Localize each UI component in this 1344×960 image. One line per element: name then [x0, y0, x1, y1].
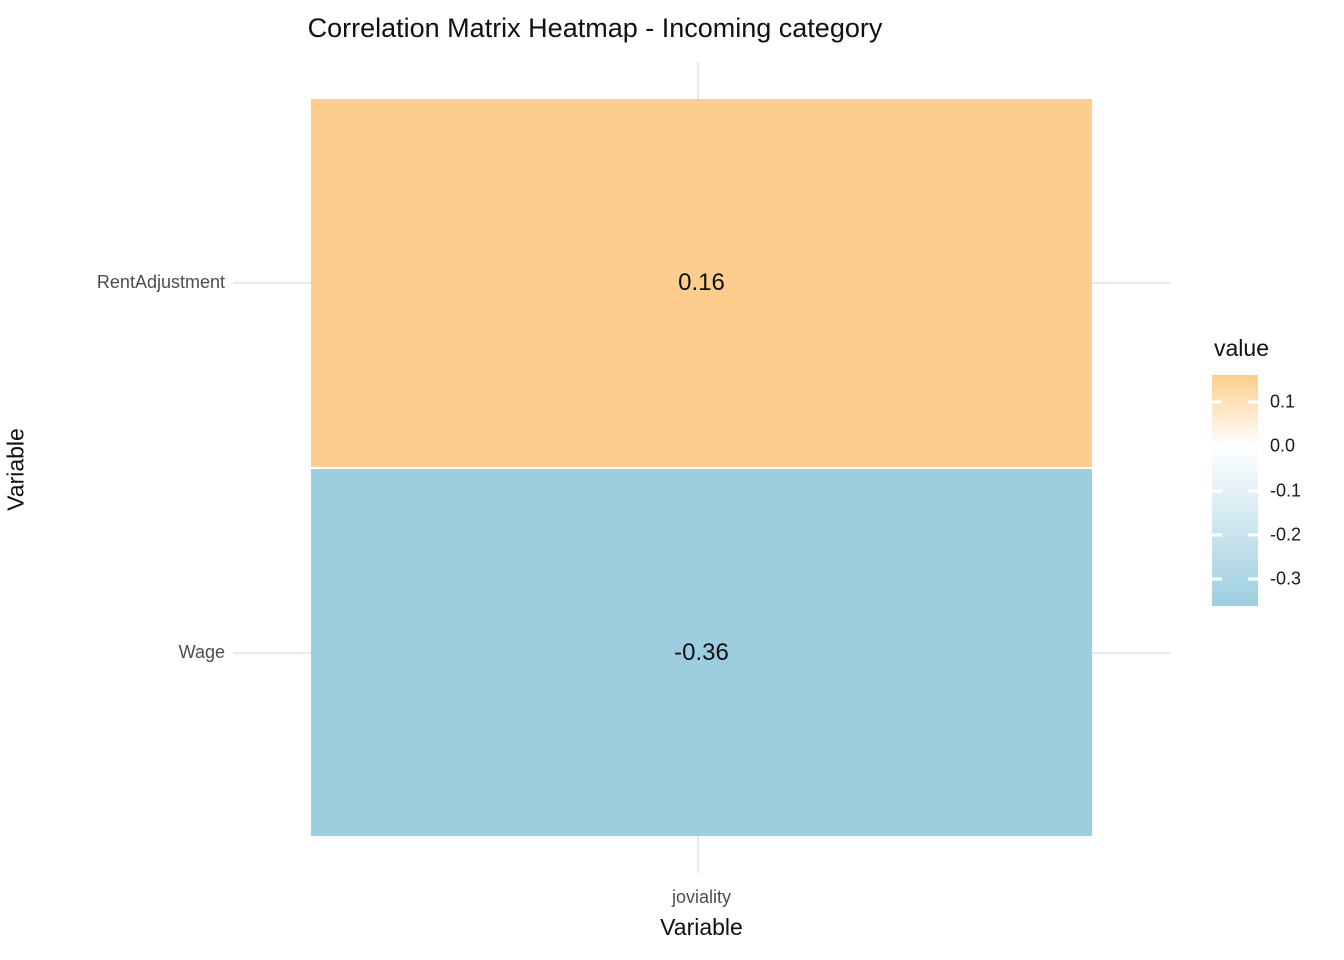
y-axis-title: Variable: [2, 428, 29, 511]
legend-tick-label: -0.2: [1270, 524, 1302, 545]
legend-tick-mark: [1248, 444, 1258, 448]
heatmap-cell-wage-joviality: -0.36: [311, 469, 1092, 836]
chart-title: Correlation Matrix Heatmap - Incoming ca…: [307, 13, 883, 43]
legend-tick-label: 0.0: [1270, 435, 1296, 456]
tile-divider: [311, 467, 1092, 469]
legend-tick-label: -0.3: [1270, 568, 1302, 589]
cell-value-label: 0.16: [678, 269, 725, 296]
legend-colorbar: [1212, 375, 1258, 606]
legend-tick-mark: [1212, 400, 1222, 404]
legend-tick-mark: [1248, 577, 1258, 581]
legend-tick-mark: [1248, 400, 1258, 404]
heatmap-cell-rentadjustment-joviality: 0.16: [311, 99, 1092, 467]
legend-tick-mark: [1248, 533, 1258, 537]
legend-tick-mark: [1212, 489, 1222, 492]
x-axis-title: Variable: [660, 914, 743, 940]
heatmap-tiles: 0.16 -0.36: [311, 99, 1092, 836]
y-tick-label-wage: Wage: [178, 642, 225, 662]
heatmap-panel: 0.16 -0.36: [233, 62, 1170, 873]
legend-tick-label: -0.1: [1270, 480, 1302, 500]
legend: value 0.1 0.0 -0.1 -0.2 -0.3: [1212, 335, 1342, 606]
legend-tick-mark: [1212, 444, 1222, 448]
legend-tick-mark: [1212, 577, 1222, 581]
cell-value-label: -0.36: [674, 638, 729, 666]
legend-title: value: [1214, 335, 1269, 361]
legend-tick-mark: [1212, 533, 1222, 537]
x-tick-label-joviality: joviality: [671, 887, 732, 907]
y-tick-label-rentadjustment: RentAdjustment: [96, 272, 225, 292]
legend-tick-label: 0.1: [1270, 391, 1296, 412]
legend-tick-mark: [1248, 489, 1258, 492]
legend-colorbar-wrap: 0.1 0.0 -0.1 -0.2 -0.3: [1212, 375, 1301, 606]
